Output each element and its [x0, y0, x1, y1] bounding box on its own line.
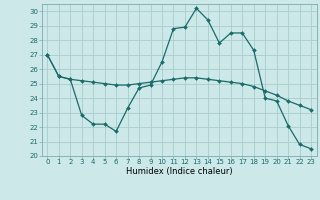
X-axis label: Humidex (Indice chaleur): Humidex (Indice chaleur) — [126, 167, 233, 176]
